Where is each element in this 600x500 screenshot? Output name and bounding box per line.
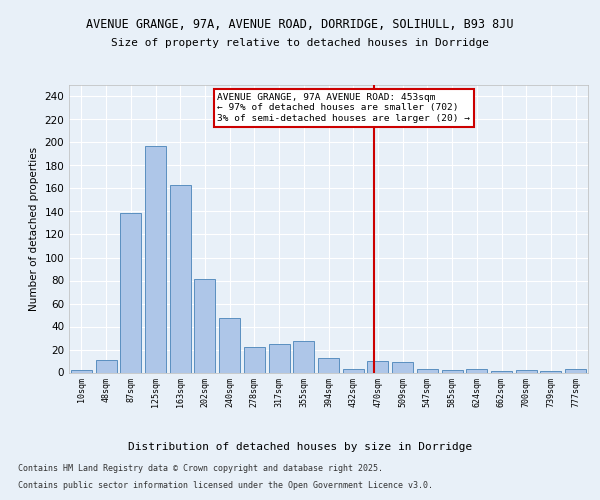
Bar bbox=[392, 362, 413, 372]
Bar bbox=[417, 369, 438, 372]
Bar bbox=[194, 280, 215, 372]
Bar bbox=[145, 146, 166, 372]
Bar bbox=[71, 370, 92, 372]
Bar bbox=[219, 318, 240, 372]
Bar bbox=[244, 347, 265, 372]
Bar bbox=[269, 344, 290, 372]
Text: Size of property relative to detached houses in Dorridge: Size of property relative to detached ho… bbox=[111, 38, 489, 48]
Text: AVENUE GRANGE, 97A, AVENUE ROAD, DORRIDGE, SOLIHULL, B93 8JU: AVENUE GRANGE, 97A, AVENUE ROAD, DORRIDG… bbox=[86, 18, 514, 30]
Text: Contains HM Land Registry data © Crown copyright and database right 2025.: Contains HM Land Registry data © Crown c… bbox=[18, 464, 383, 473]
Bar bbox=[565, 369, 586, 372]
Bar bbox=[318, 358, 339, 372]
Text: Contains public sector information licensed under the Open Government Licence v3: Contains public sector information licen… bbox=[18, 481, 433, 490]
Y-axis label: Number of detached properties: Number of detached properties bbox=[29, 146, 39, 311]
Text: AVENUE GRANGE, 97A AVENUE ROAD: 453sqm
← 97% of detached houses are smaller (702: AVENUE GRANGE, 97A AVENUE ROAD: 453sqm ←… bbox=[217, 93, 470, 123]
Text: Distribution of detached houses by size in Dorridge: Distribution of detached houses by size … bbox=[128, 442, 472, 452]
Bar bbox=[442, 370, 463, 372]
Bar bbox=[293, 342, 314, 372]
Bar bbox=[343, 369, 364, 372]
Bar bbox=[466, 369, 487, 372]
Bar bbox=[120, 212, 141, 372]
Bar bbox=[367, 361, 388, 372]
Bar bbox=[95, 360, 116, 372]
Bar bbox=[516, 370, 537, 372]
Bar bbox=[170, 185, 191, 372]
